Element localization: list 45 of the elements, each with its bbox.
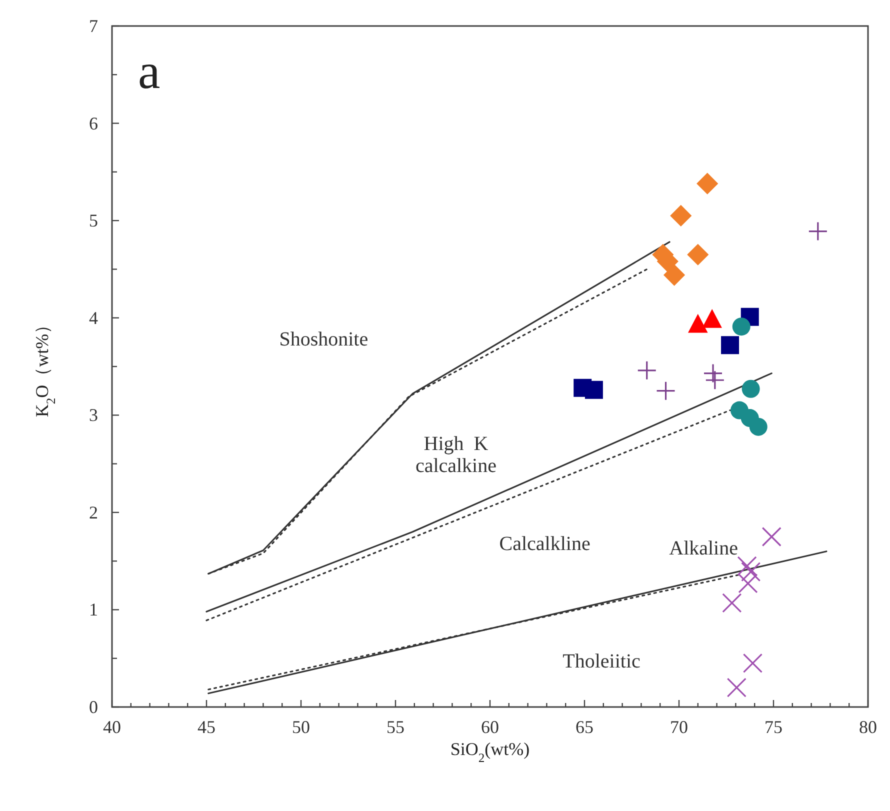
annotation: a <box>138 43 160 99</box>
point <box>705 370 725 390</box>
point <box>722 593 742 613</box>
x-tick-label: 60 <box>481 717 499 737</box>
point <box>732 318 750 336</box>
point <box>696 172 718 194</box>
annotation: Alkaline <box>669 537 738 560</box>
x-tick-label: 75 <box>764 717 782 737</box>
y-tick-label: 3 <box>89 405 98 426</box>
x-tick-label: 70 <box>670 717 688 737</box>
point <box>742 653 763 674</box>
point <box>687 244 709 266</box>
point <box>726 678 746 698</box>
point <box>703 364 723 384</box>
point <box>702 309 722 328</box>
annotation: Tholeiitic <box>562 650 641 672</box>
annotation: Shoshonite <box>279 328 368 350</box>
y-tick-label: 2 <box>89 502 98 522</box>
y-tick-label: 5 <box>89 210 98 231</box>
point <box>670 204 692 227</box>
point <box>584 380 603 399</box>
y-tick-label: 7 <box>89 16 98 36</box>
point <box>808 221 828 242</box>
point <box>749 418 768 436</box>
x-tick-label: 50 <box>292 717 310 737</box>
x-tick-label: 65 <box>576 717 594 737</box>
annotation: High K calcalkine <box>415 433 497 478</box>
x-tick-label: 80 <box>859 717 877 737</box>
point <box>742 380 760 398</box>
x-tick-label: 40 <box>103 717 121 737</box>
annotation: Calcalkline <box>499 533 590 556</box>
point <box>721 336 740 354</box>
point <box>762 526 782 547</box>
y-tick-label: 6 <box>89 113 98 134</box>
point <box>663 264 686 286</box>
point <box>637 360 657 380</box>
y-tick-label: 1 <box>89 600 98 620</box>
point <box>741 562 761 582</box>
y-tick-label: 4 <box>89 308 98 328</box>
x-tick-label: 45 <box>198 717 216 737</box>
x-axis-title: SiO$_{2}$(wt%) <box>450 739 530 765</box>
point <box>656 381 676 401</box>
x-tick-label: 55 <box>386 717 404 737</box>
y-tick-label: 0 <box>89 697 98 717</box>
point <box>688 314 708 333</box>
